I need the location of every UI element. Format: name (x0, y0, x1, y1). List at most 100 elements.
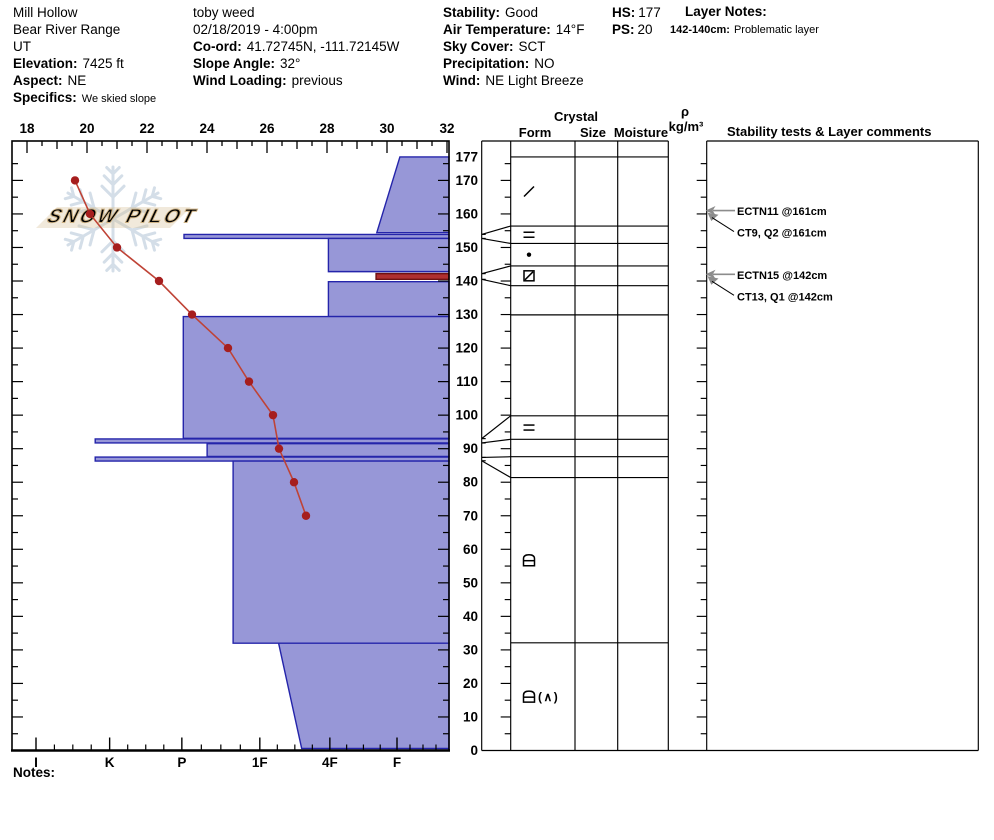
temp-axis-label: 18 (19, 121, 35, 136)
observer-name: toby weed (193, 5, 255, 20)
col-header-stability-tests: Stability tests & Layer comments (727, 124, 932, 139)
col-header-density-rho: ρ (680, 104, 690, 119)
sky-cover-value: SCT (518, 39, 546, 54)
depth-axis-label: 60 (463, 542, 478, 557)
wind-loading: Wind Loading: previous (193, 72, 399, 89)
site-range: Bear River Range (13, 22, 121, 37)
temp-axis-label: 28 (319, 121, 335, 136)
stability: Stability: Good (443, 4, 584, 21)
depth-axis-label: 30 (463, 642, 478, 657)
snow-layer-bar (182, 315, 450, 439)
slope-angle: Slope Angle: 32° (193, 55, 399, 72)
layer-note-text: Problematic layer (733, 24, 819, 36)
air-temperature: Air Temperature: 14°F (443, 21, 584, 38)
notes-label: Notes: (13, 765, 56, 780)
temp-axis-label: 24 (199, 121, 215, 136)
temp-axis-label: 22 (139, 121, 154, 136)
temp-axis-label: 32 (439, 121, 454, 136)
snowpilot-logo-text: SNOW PILOT (43, 205, 202, 227)
test-arrow-icon (707, 212, 719, 221)
col-header-form: Form (518, 125, 552, 140)
depth-axis-label: 90 (463, 441, 478, 456)
problem-layer-bar (375, 272, 450, 281)
depth-axis-label: 50 (463, 575, 478, 590)
temperature-point (274, 444, 284, 453)
layer-table (481, 140, 979, 752)
depth-axis-label: 0 (470, 743, 478, 758)
temperature-point (301, 511, 311, 520)
specifics-label: Specifics: (13, 90, 77, 105)
temperature-point (154, 276, 164, 286)
hardness-axis-label: 1F (252, 755, 268, 770)
grain-form-icon (523, 185, 535, 198)
precipitation-label: Precipitation: (443, 56, 530, 71)
snow-layer-bar (327, 280, 450, 318)
grain-form-symbols: (∧) (522, 185, 559, 704)
hs-label: HS: (612, 5, 636, 20)
col-header-density-units: kg/m³ (668, 119, 704, 134)
wind: Wind: NE Light Breeze (443, 72, 584, 89)
stability-test-result: CT9, Q2 @161cm (737, 228, 827, 240)
temp-axis-label: 26 (259, 121, 275, 136)
site-name: Mill Hollow (13, 5, 78, 20)
temperature-point (187, 310, 197, 319)
temperature-point (85, 209, 95, 219)
test-arrow-icon (707, 276, 719, 285)
test-arrow-icon (705, 205, 716, 216)
stability-value: Good (505, 5, 539, 20)
air-temp-label: Air Temperature: (443, 22, 551, 37)
sky-cover-label: Sky Cover: (443, 39, 514, 54)
temperature-point (244, 377, 254, 386)
watermark: SNOW PILOT (36, 165, 203, 273)
test-arrow-icon (705, 269, 716, 279)
ps-label: PS: (612, 22, 635, 37)
hardness-axis-label: 4F (322, 755, 338, 770)
coord-value: 41.72745N, -111.72145W (246, 39, 400, 54)
header-location: Mill Hollow Bear River Range UT Elevatio… (13, 4, 156, 108)
hardness-axis-label: I (34, 755, 38, 770)
depth-axis-label: 130 (455, 307, 478, 322)
snow-layer-bar (206, 442, 450, 458)
temperature-point (289, 478, 299, 487)
air-temp-value: 14°F (555, 22, 585, 37)
temp-axis-label: 20 (79, 121, 94, 136)
hs-value: 177 (638, 5, 661, 20)
site-state: UT (13, 39, 31, 54)
stability-tests: ECTN11 @161cm CT9, Q2 @161cm ECTN15 @142cm… (705, 205, 833, 303)
depth-axis-label: 170 (455, 173, 478, 188)
snow-layer-bar (277, 642, 450, 750)
wind-label: Wind: (443, 73, 481, 88)
test-callout-line (711, 280, 735, 296)
precipitation: Precipitation: NO (443, 55, 584, 72)
coordinates: Co-ord: 41.72745N, -111.72145W (193, 38, 399, 55)
hardness-axis-label: F (393, 755, 401, 770)
col-header-size: Size (579, 125, 606, 140)
temperature-point (112, 243, 122, 252)
depth-axis-label: 10 (463, 709, 478, 724)
header-observer: toby weed 02/18/2019 - 4:00pm Co-ord: 41.… (193, 4, 399, 89)
site-elevation: Elevation: 7425 ft (13, 55, 156, 72)
grain-form-icon (523, 270, 535, 282)
depth-axis-label: 80 (463, 475, 478, 490)
observation-datetime: 02/18/2019 - 4:00pm (193, 22, 318, 37)
stability-test-result: ECTN11 @161cm (737, 206, 827, 218)
grain-form-icon (522, 553, 536, 567)
precipitation-value: NO (534, 56, 555, 71)
site-aspect: Aspect: NE (13, 72, 156, 89)
sky-cover: Sky Cover: SCT (443, 38, 584, 55)
test-callout-line (711, 217, 735, 233)
stability-label: Stability: (443, 5, 501, 20)
secondary-grain-form: (∧) (538, 690, 559, 704)
specifics-value: We skied slope (81, 93, 157, 105)
header-conditions: Stability: Good Air Temperature: 14°F Sky … (443, 4, 584, 89)
depth-axis-label: 20 (463, 676, 478, 691)
depth-axis-label: 120 (455, 341, 478, 356)
temperature-point (268, 410, 278, 420)
depth-axis-label: 140 (455, 274, 478, 289)
height-of-snow: HS: 177 (612, 4, 661, 21)
depth-axis-label: 160 (455, 206, 478, 221)
col-header-crystal: Crystal (553, 109, 599, 124)
grain-form-icon (524, 271, 534, 281)
snow-layers (94, 156, 450, 750)
